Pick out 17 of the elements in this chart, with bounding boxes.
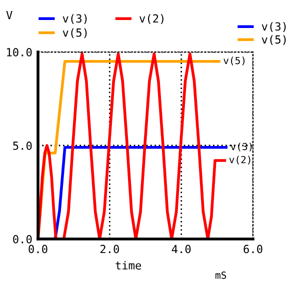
annotation: v(2) (229, 156, 250, 164)
text: mS (216, 271, 226, 279)
y-axis-title: V (6, 10, 12, 20)
text: v(5) (262, 35, 286, 45)
x-tick-label: 0.0 (28, 244, 48, 254)
legend-label: v(2) (140, 14, 164, 24)
text: v(3) (62, 14, 87, 24)
y-tick-label: 10.0 (7, 48, 32, 56)
x-tick-label: 4.0 (172, 244, 191, 254)
y-tick-label: 0.0 (13, 235, 32, 244)
x-tick-label: 2.0 (100, 244, 119, 254)
annotation: v(5) (224, 56, 245, 66)
legend-label: v(5) (62, 28, 87, 38)
legend-label: v(3) (262, 22, 286, 32)
x-axis-title: time (116, 260, 142, 270)
y-tick-label: 5.0 (13, 142, 32, 150)
x-tick-label: 6.0 (244, 244, 262, 254)
